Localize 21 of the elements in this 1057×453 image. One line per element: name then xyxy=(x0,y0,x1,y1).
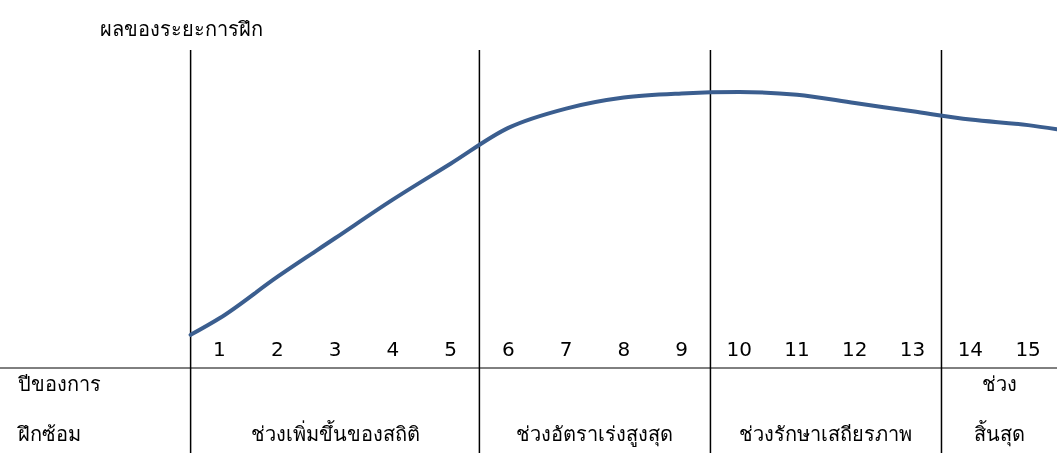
x-tick-label: 8 xyxy=(617,337,631,361)
x-tick-label: 3 xyxy=(328,337,342,361)
x-tick-label: 11 xyxy=(784,337,810,361)
x-tick-label: 9 xyxy=(675,337,688,361)
text: ช่วง สิ้นสุด xyxy=(973,372,1025,446)
x-tick-label: 4 xyxy=(386,337,400,361)
text: ช่วงอัตราเร่งสูงสุด xyxy=(516,422,674,447)
x-tick-label: 5 xyxy=(444,337,457,361)
text: ช่วงรักษาเสถียรภาพ xyxy=(739,422,913,446)
x-tick-label: 10 xyxy=(726,337,753,361)
text: ช่วงเพิ่มขึ้นของสถิติ xyxy=(250,420,420,446)
x-tick-label: 1 xyxy=(213,337,226,361)
y-axis-title: ผลของระยะการฝึก xyxy=(100,17,263,41)
x-tick-label: 13 xyxy=(899,337,926,361)
x-tick-label: 14 xyxy=(957,337,984,361)
x-tick-label: 12 xyxy=(842,337,868,361)
x-tick-label: 7 xyxy=(559,337,573,361)
x-tick-label: 6 xyxy=(501,337,515,361)
x-tick-label: 15 xyxy=(1015,337,1041,361)
text: ปีของการ ฝึกซ้อม xyxy=(18,372,101,446)
x-tick-label: 2 xyxy=(270,337,284,361)
